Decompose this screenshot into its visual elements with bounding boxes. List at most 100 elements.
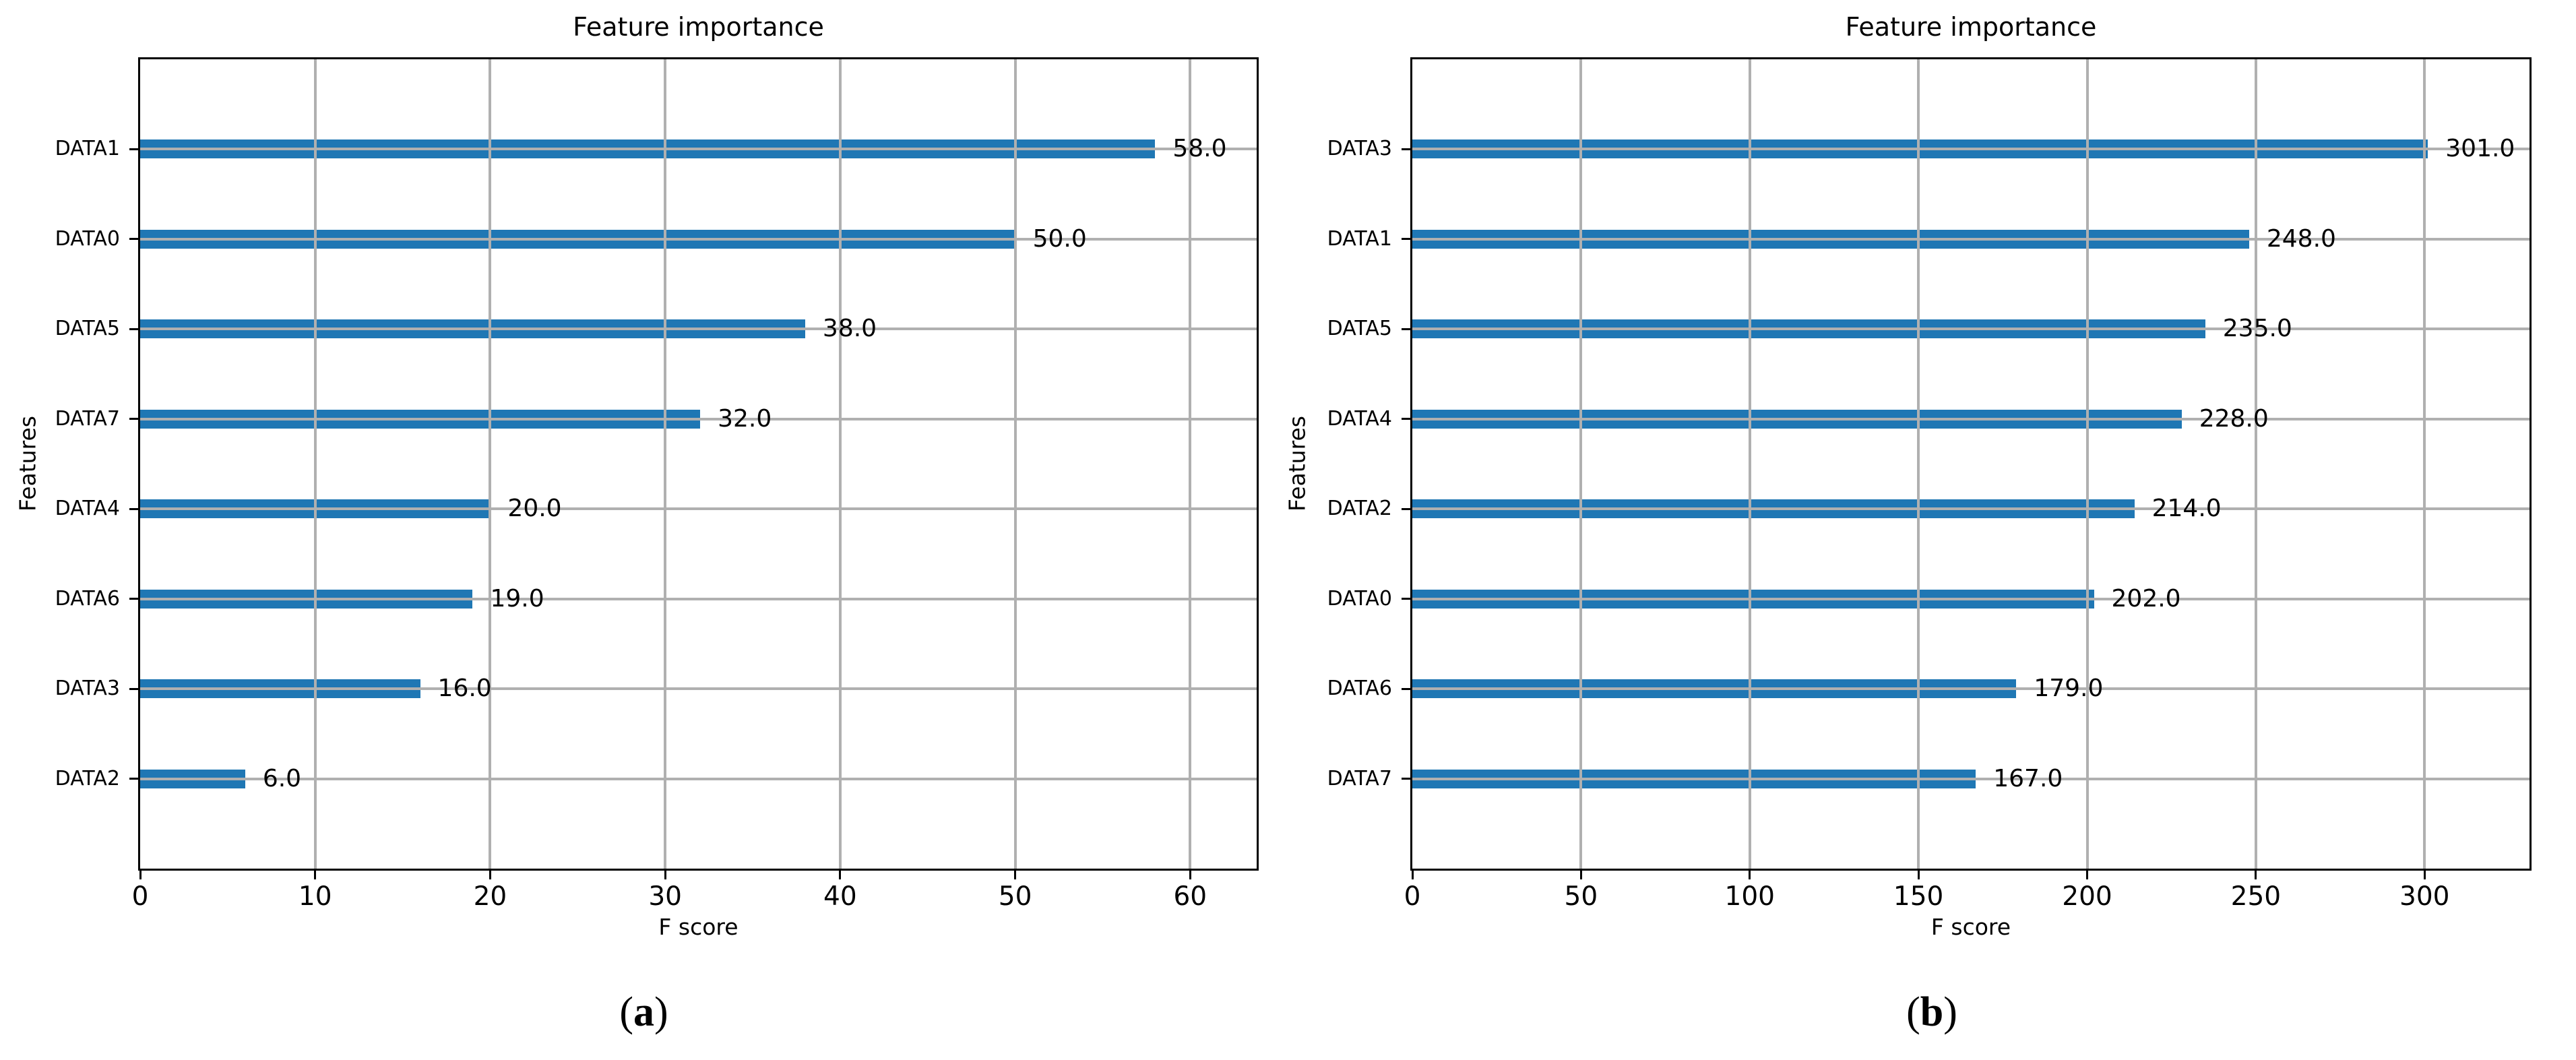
y-gridline <box>140 328 1257 331</box>
x-tick-label: 30 <box>648 881 682 912</box>
x-gridline <box>838 59 842 869</box>
x-tick-label: 200 <box>2062 881 2112 912</box>
x-tick-mark <box>2255 871 2257 879</box>
x-tick-mark <box>314 871 317 879</box>
subfigure-caption-b: (b) <box>1288 978 2576 1046</box>
x-tick-mark <box>839 871 842 879</box>
y-tick-label: DATA3 <box>1327 137 1392 161</box>
y-tick-mark <box>129 238 138 241</box>
bar-value-label: 167.0 <box>1993 764 2063 792</box>
subfigure-caption-a: (a) <box>0 978 1288 1046</box>
x-tick-label: 10 <box>298 881 332 912</box>
bar-value-label: 228.0 <box>2199 404 2269 433</box>
x-tick-label: 50 <box>1564 881 1598 912</box>
x-tick-mark <box>1579 871 1582 879</box>
x-tick-label: 50 <box>998 881 1032 912</box>
x-gridline <box>1748 59 1751 869</box>
y-gridline <box>1412 148 2530 151</box>
y-tick-mark <box>129 778 138 780</box>
y-tick-label: DATA3 <box>55 677 120 701</box>
bar-value-label: 58.0 <box>1172 135 1227 163</box>
x-tick-mark <box>139 871 142 879</box>
x-tick-label: 20 <box>473 881 507 912</box>
y-gridline <box>140 687 1257 691</box>
y-tick-label: DATA0 <box>55 226 120 251</box>
chart-panel-b: Feature importance 301.0 248.0 235.0 228.0 2… <box>1284 0 2576 1060</box>
x-tick-label: 250 <box>2230 881 2282 912</box>
caption-open-paren: ( <box>619 989 633 1035</box>
y-tick-mark <box>1402 687 1410 690</box>
bar-value-label: 50.0 <box>1032 224 1087 253</box>
bar-value-label: 32.0 <box>718 404 772 433</box>
caption-open-paren: ( <box>1906 989 1920 1035</box>
y-tick-mark <box>129 418 138 420</box>
x-tick-label: 40 <box>823 881 857 912</box>
x-gridline <box>1917 59 1920 869</box>
x-tick-mark <box>489 871 491 879</box>
y-tick-label: DATA1 <box>1327 226 1392 251</box>
y-tick-label: DATA2 <box>1327 497 1392 521</box>
y-tick-label: DATA0 <box>1327 586 1392 611</box>
y-gridline <box>1412 237 2530 241</box>
x-gridline <box>2254 59 2257 869</box>
bar-value-label: 16.0 <box>437 675 492 703</box>
y-gridline <box>140 417 1257 420</box>
plot-area: 58.0 50.0 38.0 32.0 20.0 19.0 16.0 6.0 <box>138 57 1259 871</box>
bar-value-label: 20.0 <box>507 495 562 523</box>
bar-value-label: 202.0 <box>2111 584 2181 613</box>
y-tick-label: DATA7 <box>55 406 120 431</box>
y-tick-label: DATA4 <box>55 497 120 521</box>
y-gridline <box>1412 507 2530 511</box>
x-tick-mark <box>1189 871 1191 879</box>
plot-area: 301.0 248.0 235.0 228.0 214.0 202.0 179.0 167.0 <box>1410 57 2532 871</box>
x-tick-label: 0 <box>131 881 149 912</box>
x-axis-label: F score <box>658 914 739 940</box>
bar-value-label: 214.0 <box>2151 495 2222 523</box>
bar-value-label: 248.0 <box>2266 224 2336 253</box>
y-tick-mark <box>129 507 138 510</box>
y-gridline <box>1412 687 2530 691</box>
x-gridline <box>1189 59 1192 869</box>
y-tick-mark <box>1402 148 1410 150</box>
x-tick-mark <box>1917 871 1920 879</box>
bar-value-label: 6.0 <box>262 764 302 792</box>
x-tick-mark <box>2086 871 2088 879</box>
x-tick-mark <box>2423 871 2426 879</box>
x-tick-label: 150 <box>1893 881 1944 912</box>
y-gridline <box>140 148 1257 151</box>
y-tick-mark <box>1402 238 1410 241</box>
y-tick-label: DATA6 <box>55 586 120 611</box>
y-tick-label: DATA5 <box>1327 317 1392 341</box>
y-gridline <box>140 237 1257 241</box>
x-gridline <box>1013 59 1017 869</box>
y-gridline <box>1412 777 2530 780</box>
y-tick-mark <box>1402 418 1410 420</box>
bar-value-label: 19.0 <box>490 584 544 613</box>
chart-title: Feature importance <box>573 12 824 42</box>
y-tick-mark <box>1402 507 1410 510</box>
x-tick-mark <box>1014 871 1017 879</box>
y-tick-label: DATA4 <box>1327 406 1392 431</box>
x-tick-mark <box>1411 871 1414 879</box>
y-gridline <box>1412 328 2530 331</box>
y-tick-label: DATA7 <box>1327 766 1392 790</box>
x-tick-label: 60 <box>1173 881 1207 912</box>
y-tick-label: DATA2 <box>55 766 120 790</box>
caption-close-paren: ) <box>1943 989 1957 1035</box>
x-gridline <box>2423 59 2426 869</box>
y-tick-label: DATA1 <box>55 137 120 161</box>
x-axis-label: F score <box>1930 914 2011 940</box>
bar-value-label: 38.0 <box>822 315 877 343</box>
x-gridline <box>664 59 667 869</box>
y-gridline <box>140 507 1257 511</box>
caption-letter: a <box>633 989 654 1035</box>
y-tick-mark <box>1402 328 1410 330</box>
y-gridline <box>140 777 1257 780</box>
x-gridline <box>313 59 317 869</box>
x-tick-mark <box>1749 871 1751 879</box>
y-tick-label: DATA5 <box>55 317 120 341</box>
x-tick-label: 0 <box>1404 881 1421 912</box>
y-tick-mark <box>1402 598 1410 600</box>
bar-value-label: 179.0 <box>2034 675 2104 703</box>
y-tick-mark <box>129 328 138 330</box>
